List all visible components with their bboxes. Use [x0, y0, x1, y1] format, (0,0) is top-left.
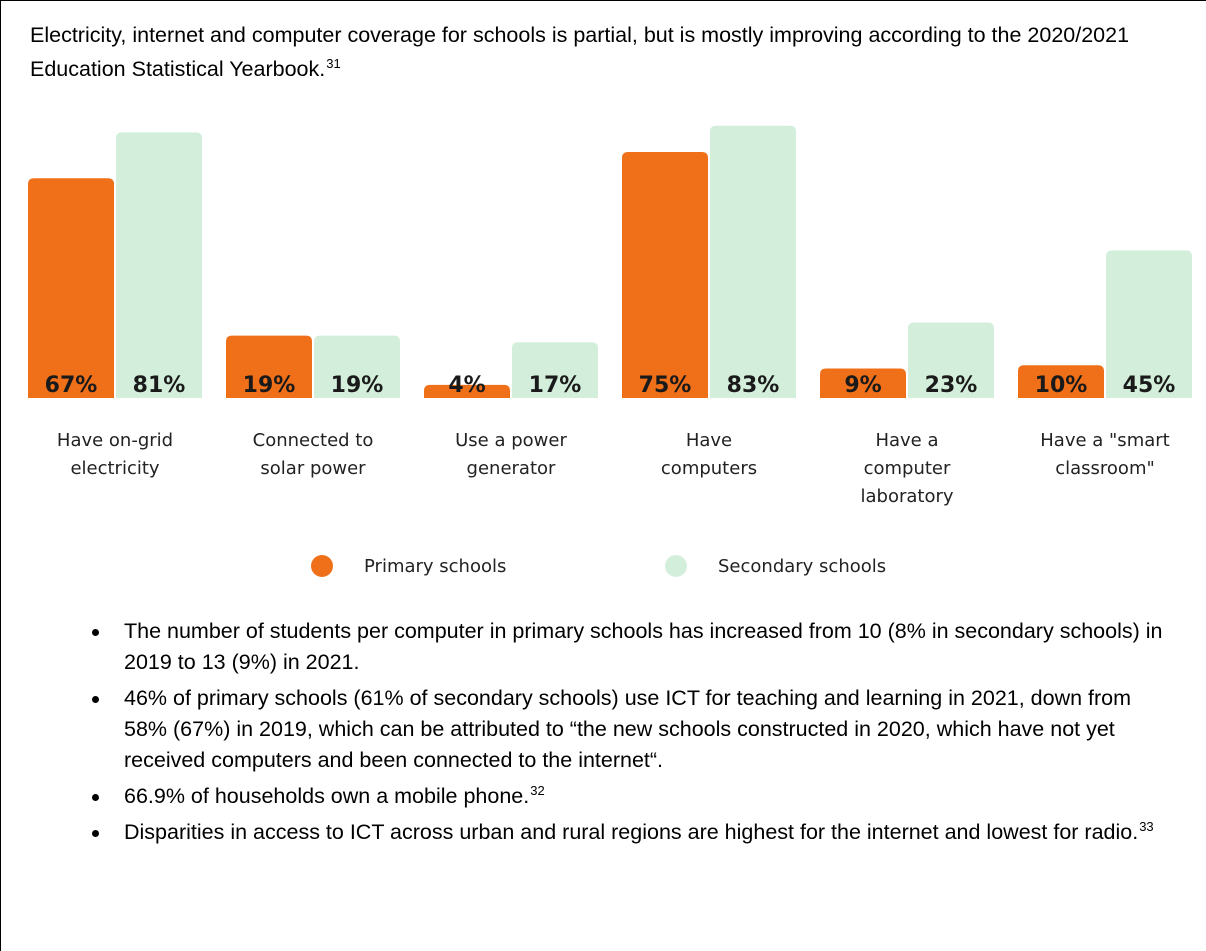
category-label: laboratory: [860, 486, 953, 507]
secondary-bar: [512, 342, 598, 398]
primary-bar: [820, 368, 906, 398]
category-label: Have a "smart: [1040, 430, 1169, 451]
secondary-value-label: 19%: [331, 373, 384, 398]
bar-chart: 67% 81% Have on-grid electricity 19% 19% Conne…: [28, 125, 1192, 577]
primary-bar: [424, 384, 510, 398]
category-label: electricity: [70, 458, 159, 479]
bullet-text: Disparities in access to ICT across urba…: [124, 820, 1139, 844]
frame-top-border: [0, 0, 1206, 1]
primary-value-label: 9%: [844, 373, 881, 398]
secondary-bar: [314, 335, 400, 398]
secondary-value-label: 83%: [727, 373, 780, 398]
category-label: Have a: [875, 430, 938, 451]
secondary-bar: [116, 132, 202, 398]
bullet-item: 66.9% of households own a mobile phone.3…: [70, 781, 1180, 812]
primary-value-label: 67%: [45, 373, 98, 398]
bullet-footnote: 33: [1139, 818, 1154, 834]
legend-swatch-secondary: [665, 555, 687, 577]
category-label: generator: [467, 458, 556, 479]
secondary-bar: [908, 322, 994, 398]
category-label: Use a power: [455, 430, 567, 451]
legend-swatch-primary: [311, 555, 333, 577]
bullet-dot-icon: [92, 629, 99, 636]
intro-paragraph: Electricity, internet and computer cover…: [30, 18, 1190, 86]
category-label: solar power: [260, 458, 366, 479]
bullet-list: The number of students per computer in p…: [70, 616, 1180, 853]
bullet-dot-icon: [92, 830, 99, 837]
bullet-text: The number of students per computer in p…: [124, 619, 1163, 674]
primary-bar: [622, 152, 708, 398]
primary-bar: [28, 178, 114, 398]
secondary-value-label: 81%: [133, 373, 186, 398]
bullet-item: 46% of primary schools (61% of secondary…: [70, 683, 1180, 776]
primary-value-label: 10%: [1035, 373, 1088, 398]
legend-label-secondary: Secondary schools: [718, 556, 886, 577]
secondary-value-label: 45%: [1123, 373, 1176, 398]
bullet-dot-icon: [92, 696, 99, 703]
frame-left-border: [0, 0, 1, 951]
category-label: computer: [864, 458, 951, 479]
category-label: Have: [686, 430, 732, 451]
bullet-text: 66.9% of households own a mobile phone.: [124, 784, 530, 808]
bullet-footnote: 32: [530, 782, 545, 798]
bullet-dot-icon: [92, 794, 99, 801]
category-label: classroom": [1055, 458, 1155, 479]
primary-value-label: 4%: [448, 373, 485, 398]
primary-bar: [226, 335, 312, 398]
intro-text: Electricity, internet and computer cover…: [30, 23, 1130, 81]
bullet-item: Disparities in access to ICT across urba…: [70, 817, 1180, 848]
legend-label-primary: Primary schools: [364, 556, 506, 577]
primary-bar: [1018, 365, 1104, 398]
bullet-item: The number of students per computer in p…: [70, 616, 1180, 678]
category-label: Have on-grid: [57, 430, 173, 451]
secondary-value-label: 17%: [529, 373, 582, 398]
primary-value-label: 75%: [639, 373, 692, 398]
secondary-bar: [710, 125, 796, 398]
secondary-value-label: 23%: [925, 373, 978, 398]
primary-value-label: 19%: [243, 373, 296, 398]
intro-footnote: 31: [326, 55, 341, 71]
category-label: computers: [661, 458, 757, 479]
secondary-bar: [1106, 250, 1192, 398]
category-label: Connected to: [253, 430, 374, 451]
bullet-text: 46% of primary schools (61% of secondary…: [124, 686, 1132, 772]
